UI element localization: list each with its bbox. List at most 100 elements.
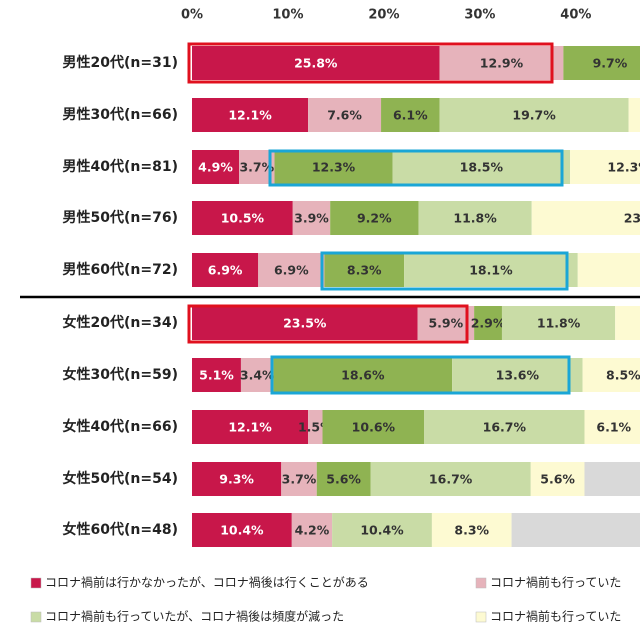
category-label: 男性60代(n=72) bbox=[63, 261, 178, 278]
value-label: 9.3% bbox=[219, 472, 254, 487]
value-label: 12.1% bbox=[228, 420, 272, 435]
bar-segment bbox=[439, 98, 629, 132]
value-label: 23.7% bbox=[624, 211, 640, 226]
legend-label: コロナ禍前も行っていた bbox=[490, 609, 621, 624]
value-label: 3.7% bbox=[239, 160, 274, 175]
value-label: 5.6% bbox=[540, 472, 575, 487]
value-label: 25.8% bbox=[294, 56, 338, 71]
bar-segment bbox=[531, 201, 640, 235]
bar-segment bbox=[404, 253, 578, 287]
category-label: 女性60代(n=48) bbox=[63, 521, 178, 538]
legend-label: コロナ禍前も行っていたが、コロナ禍後は頻度が減った bbox=[45, 609, 344, 624]
value-label: 4.2% bbox=[295, 523, 330, 538]
bar-segment bbox=[192, 98, 309, 132]
legend-swatch bbox=[475, 611, 487, 623]
category-label: 男性30代(n=66) bbox=[63, 106, 178, 123]
value-label: 5.6% bbox=[326, 472, 361, 487]
legend-label: コロナ禍前も行っていた bbox=[490, 575, 621, 590]
highlight-box bbox=[320, 251, 569, 291]
value-label: 11.8% bbox=[453, 211, 497, 226]
legend-swatch bbox=[30, 577, 42, 589]
bar-segment bbox=[322, 410, 425, 444]
value-label: 10.5% bbox=[221, 211, 265, 226]
value-label: 5.1% bbox=[199, 368, 234, 383]
bar-segment bbox=[584, 410, 640, 444]
bar-segment bbox=[332, 513, 432, 547]
bar-segment bbox=[615, 306, 640, 340]
bar-segment bbox=[240, 358, 274, 392]
bar-segment bbox=[281, 462, 317, 496]
bar-segment bbox=[417, 306, 475, 340]
bar-segment bbox=[324, 253, 405, 287]
value-label: 23.5% bbox=[283, 316, 327, 331]
bar-segment bbox=[584, 462, 640, 496]
bar-segment bbox=[192, 253, 259, 287]
value-label: 6.1% bbox=[393, 108, 428, 123]
category-label: 女性30代(n=59) bbox=[63, 366, 178, 383]
bar-segment bbox=[511, 513, 640, 547]
legend-label: コロナ禍前は行かなかったが、コロナ禍後は行くことがある bbox=[45, 575, 369, 590]
category-label: 女性40代(n=66) bbox=[63, 418, 178, 435]
bar-segment bbox=[192, 201, 293, 235]
value-label: 9.7% bbox=[593, 56, 628, 71]
value-label: 18.6% bbox=[341, 368, 385, 383]
value-label: 18.5% bbox=[460, 160, 504, 175]
value-label: 18.1% bbox=[469, 263, 513, 278]
x-tick-label: 30% bbox=[464, 8, 495, 23]
bar-segment bbox=[192, 462, 282, 496]
value-label: 8.5% bbox=[606, 368, 640, 383]
bar-segment bbox=[308, 98, 382, 132]
value-label: 11.8% bbox=[537, 316, 581, 331]
bar-segment bbox=[292, 201, 331, 235]
bar-segment bbox=[392, 150, 571, 184]
bar-segment bbox=[192, 358, 241, 392]
value-label: 3.4% bbox=[240, 368, 275, 383]
bar-segment bbox=[330, 201, 419, 235]
bar-segment bbox=[452, 358, 583, 392]
value-label: 16.7% bbox=[483, 420, 527, 435]
value-label: 19.7% bbox=[512, 108, 556, 123]
value-label: 13.6% bbox=[496, 368, 540, 383]
bar-segment bbox=[370, 462, 531, 496]
value-label: 12.1% bbox=[228, 108, 272, 123]
category-label: 男性20代(n=31) bbox=[63, 54, 178, 71]
value-label: 10.6% bbox=[352, 420, 396, 435]
value-label: 10.4% bbox=[360, 523, 404, 538]
value-label: 5.9% bbox=[428, 316, 463, 331]
highlight-box bbox=[270, 355, 571, 395]
bar-segment bbox=[381, 98, 440, 132]
x-tick-label: 0% bbox=[181, 8, 203, 23]
value-label: 4.9% bbox=[198, 160, 233, 175]
bar-segment bbox=[418, 201, 532, 235]
value-label: 7.6% bbox=[327, 108, 362, 123]
value-label: 3.7% bbox=[282, 472, 317, 487]
value-label: 2.9% bbox=[471, 316, 506, 331]
value-label: 3.9% bbox=[294, 211, 329, 226]
value-label: 10.4% bbox=[220, 523, 264, 538]
value-label: 8.3% bbox=[454, 523, 489, 538]
bar-segment bbox=[273, 358, 453, 392]
bar-segment bbox=[192, 410, 309, 444]
x-tick-label: 20% bbox=[368, 8, 399, 23]
bar-segment bbox=[431, 513, 512, 547]
value-label: 12.9% bbox=[480, 56, 524, 71]
value-label: 16.7% bbox=[429, 472, 473, 487]
bar-segment bbox=[424, 410, 585, 444]
bar-segment bbox=[291, 513, 333, 547]
bar-segment bbox=[192, 513, 292, 547]
value-label: 8.3% bbox=[347, 263, 382, 278]
value-label: 12.3% bbox=[607, 160, 640, 175]
bar-segment bbox=[308, 410, 323, 444]
value-label: 6.9% bbox=[274, 263, 309, 278]
bar-segment bbox=[439, 46, 564, 80]
value-label: 9.2% bbox=[357, 211, 392, 226]
plot-area: 25.8% 12.9% 9.7% 12.1% 7.6% 6.1% 19.7% 4.9% 3.7%… bbox=[192, 46, 640, 547]
bar-segment bbox=[192, 150, 240, 184]
bar-segment bbox=[563, 46, 640, 80]
bar-segment bbox=[570, 150, 640, 184]
legend-swatch bbox=[30, 611, 42, 623]
x-tick-label: 10% bbox=[272, 8, 303, 23]
legend: コロナ禍前は行かなかったが、コロナ禍後は行くことがある コロナ禍前も行っていたコロ… bbox=[30, 575, 621, 624]
bar-segment bbox=[474, 306, 502, 340]
